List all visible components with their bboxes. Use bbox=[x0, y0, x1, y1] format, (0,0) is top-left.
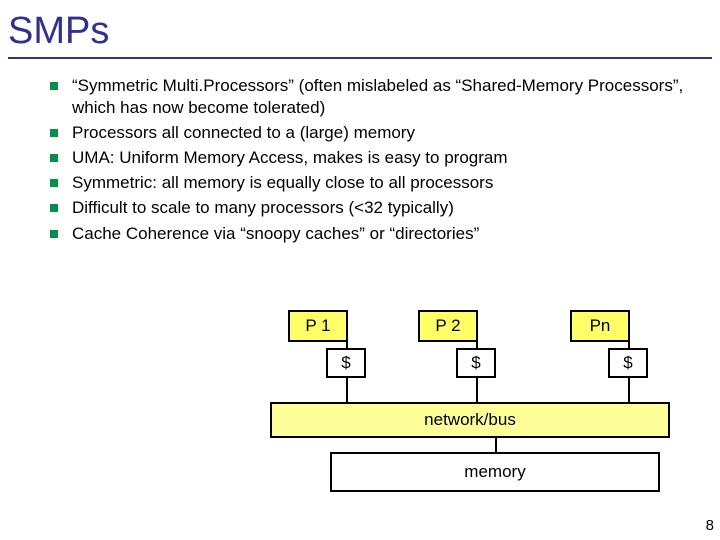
bullet-icon bbox=[50, 129, 58, 137]
bullet-icon bbox=[50, 154, 58, 162]
smp-diagram: P 1 $ P 2 $ Pn $ network/bus memory bbox=[270, 310, 690, 510]
list-item: UMA: Uniform Memory Access, makes is eas… bbox=[50, 147, 684, 169]
cache-box: $ bbox=[456, 348, 496, 378]
bullet-text: “Symmetric Multi.Processors” (often misl… bbox=[72, 75, 684, 119]
bullet-icon bbox=[50, 204, 58, 212]
memory-box: memory bbox=[330, 452, 660, 492]
bullet-icon bbox=[50, 230, 58, 238]
bullet-list: “Symmetric Multi.Processors” (often misl… bbox=[0, 75, 720, 245]
connector-line bbox=[346, 376, 348, 402]
bullet-text: Cache Coherence via “snoopy caches” or “… bbox=[72, 223, 479, 245]
cache-box: $ bbox=[326, 348, 366, 378]
title-underline bbox=[8, 57, 712, 59]
connector-line bbox=[628, 340, 630, 348]
cache-box: $ bbox=[608, 348, 648, 378]
list-item: “Symmetric Multi.Processors” (often misl… bbox=[50, 75, 684, 119]
list-item: Difficult to scale to many processors (<… bbox=[50, 197, 684, 219]
bus-box: network/bus bbox=[270, 402, 670, 438]
bullet-icon bbox=[50, 82, 58, 90]
processor-box: P 1 bbox=[288, 310, 348, 342]
slide-root: SMPs “Symmetric Multi.Processors” (often… bbox=[0, 0, 720, 540]
list-item: Processors all connected to a (large) me… bbox=[50, 122, 684, 144]
page-number: 8 bbox=[706, 517, 714, 534]
bullet-text: UMA: Uniform Memory Access, makes is eas… bbox=[72, 147, 508, 169]
connector-line bbox=[476, 376, 478, 402]
bullet-text: Processors all connected to a (large) me… bbox=[72, 122, 415, 144]
connector-line bbox=[476, 340, 478, 348]
connector-line bbox=[628, 376, 630, 402]
processor-box: Pn bbox=[570, 310, 630, 342]
list-item: Symmetric: all memory is equally close t… bbox=[50, 172, 684, 194]
bullet-text: Symmetric: all memory is equally close t… bbox=[72, 172, 493, 194]
list-item: Cache Coherence via “snoopy caches” or “… bbox=[50, 223, 684, 245]
bullet-icon bbox=[50, 179, 58, 187]
bullet-text: Difficult to scale to many processors (<… bbox=[72, 197, 454, 219]
slide-title: SMPs bbox=[0, 0, 720, 57]
processor-box: P 2 bbox=[418, 310, 478, 342]
connector-line bbox=[495, 436, 497, 452]
connector-line bbox=[346, 340, 348, 348]
